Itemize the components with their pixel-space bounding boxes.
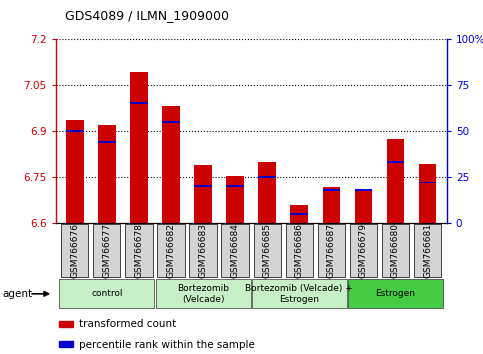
Bar bbox=[290, 205, 308, 223]
Bar bbox=[258, 162, 276, 223]
FancyBboxPatch shape bbox=[350, 224, 377, 277]
Bar bbox=[162, 106, 180, 223]
Bar bbox=[130, 102, 148, 104]
Bar bbox=[227, 176, 244, 223]
Text: GSM766679: GSM766679 bbox=[359, 223, 368, 278]
Text: Bortezomib
(Velcade): Bortezomib (Velcade) bbox=[177, 284, 229, 303]
FancyBboxPatch shape bbox=[156, 280, 251, 308]
FancyBboxPatch shape bbox=[414, 224, 441, 277]
FancyBboxPatch shape bbox=[254, 224, 281, 277]
FancyBboxPatch shape bbox=[252, 280, 347, 308]
Bar bbox=[355, 189, 372, 191]
Bar bbox=[387, 161, 404, 163]
Text: agent: agent bbox=[2, 289, 32, 299]
FancyBboxPatch shape bbox=[125, 224, 153, 277]
FancyBboxPatch shape bbox=[318, 224, 345, 277]
Bar bbox=[66, 130, 84, 132]
Bar bbox=[98, 125, 115, 223]
Bar bbox=[59, 341, 73, 348]
Text: Estrogen: Estrogen bbox=[375, 289, 415, 298]
Bar bbox=[258, 176, 276, 178]
Text: percentile rank within the sample: percentile rank within the sample bbox=[79, 340, 255, 350]
Text: GSM766677: GSM766677 bbox=[102, 223, 112, 278]
Text: transformed count: transformed count bbox=[79, 319, 176, 330]
Text: GSM766681: GSM766681 bbox=[423, 223, 432, 278]
Bar bbox=[419, 182, 436, 183]
Bar bbox=[419, 164, 436, 223]
Text: GSM766687: GSM766687 bbox=[327, 223, 336, 278]
Bar bbox=[194, 165, 212, 223]
Text: GSM766676: GSM766676 bbox=[71, 223, 79, 278]
FancyBboxPatch shape bbox=[61, 224, 88, 277]
Text: GSM766682: GSM766682 bbox=[167, 223, 175, 278]
Bar bbox=[59, 321, 73, 327]
Bar bbox=[66, 120, 84, 223]
Text: GSM766680: GSM766680 bbox=[391, 223, 400, 278]
Text: GSM766686: GSM766686 bbox=[295, 223, 304, 278]
FancyBboxPatch shape bbox=[348, 280, 443, 308]
FancyBboxPatch shape bbox=[189, 224, 217, 277]
Text: control: control bbox=[91, 289, 123, 298]
Bar bbox=[162, 121, 180, 123]
Bar bbox=[290, 213, 308, 215]
Text: GSM766684: GSM766684 bbox=[230, 223, 240, 278]
FancyBboxPatch shape bbox=[157, 224, 185, 277]
FancyBboxPatch shape bbox=[382, 224, 409, 277]
FancyBboxPatch shape bbox=[93, 224, 120, 277]
Bar bbox=[194, 185, 212, 187]
Bar bbox=[387, 139, 404, 223]
Bar bbox=[323, 187, 340, 223]
FancyBboxPatch shape bbox=[285, 224, 313, 277]
Bar bbox=[227, 185, 244, 187]
Text: Bortezomib (Velcade) +
Estrogen: Bortezomib (Velcade) + Estrogen bbox=[245, 284, 353, 303]
Bar bbox=[98, 141, 115, 143]
Text: GSM766683: GSM766683 bbox=[199, 223, 208, 278]
Bar bbox=[130, 72, 148, 223]
FancyBboxPatch shape bbox=[59, 280, 154, 308]
Bar bbox=[355, 190, 372, 223]
Text: GDS4089 / ILMN_1909000: GDS4089 / ILMN_1909000 bbox=[65, 9, 229, 22]
Text: GSM766685: GSM766685 bbox=[263, 223, 272, 278]
FancyBboxPatch shape bbox=[222, 224, 249, 277]
Bar bbox=[323, 189, 340, 191]
Text: GSM766678: GSM766678 bbox=[134, 223, 143, 278]
